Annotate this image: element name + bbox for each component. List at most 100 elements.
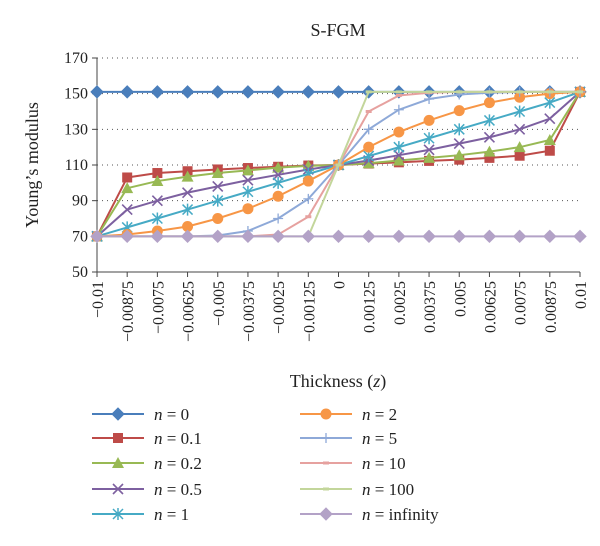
data-point <box>514 105 526 118</box>
legend-label: n = 0 <box>154 405 189 424</box>
data-point <box>423 144 435 156</box>
data-point <box>241 164 254 176</box>
legend-swatch-marker <box>112 457 124 468</box>
gridlines <box>97 57 580 237</box>
data-point <box>363 141 375 153</box>
legend-item-n-5: n = 5 <box>300 429 397 448</box>
plot-area <box>90 85 587 244</box>
y-tick-label: 70 <box>72 228 88 245</box>
y-tick-label: 130 <box>64 121 88 138</box>
legend-item-n-100: n = 100 <box>300 480 414 499</box>
data-point <box>453 149 466 161</box>
y-tick-label: 90 <box>72 193 88 210</box>
legend-item-n-10: n = 10 <box>300 454 406 473</box>
data-point <box>120 229 134 244</box>
data-point <box>363 124 374 135</box>
data-point <box>182 221 194 233</box>
legend-label: n = 0.2 <box>154 454 202 473</box>
data-point <box>393 104 404 115</box>
data-point <box>151 175 164 187</box>
data-point <box>423 151 436 163</box>
data-point <box>486 90 493 94</box>
chart-title: S-FGM <box>310 20 365 40</box>
data-point <box>423 132 435 145</box>
data-point <box>301 229 316 244</box>
legend-item-n-2: n = 2 <box>300 405 397 424</box>
data-point <box>331 85 346 99</box>
data-point <box>573 229 587 244</box>
x-tick-labels: −0.01 −0.00875 −0.0075 −0.00625 −0.005 −0.003… <box>90 281 590 342</box>
data-point <box>546 90 553 94</box>
legend-item-n-0.2: n = 0.2 <box>92 454 202 473</box>
data-point <box>424 94 435 105</box>
data-point <box>483 97 495 109</box>
x-tick-label: 0.00125 <box>362 281 379 333</box>
data-point <box>272 161 285 173</box>
legend-swatch-marker <box>113 433 123 443</box>
legend-swatch-marker <box>323 487 329 491</box>
data-point <box>453 105 465 117</box>
legend-swatch-marker <box>319 507 333 521</box>
data-point <box>305 215 312 219</box>
legend-label: n = 1 <box>154 505 189 524</box>
y-tick-labels: 50 70 90 110 130 150 170 <box>64 50 88 281</box>
legend-item-n-0.1: n = 0.1 <box>92 429 202 448</box>
data-point <box>151 195 163 207</box>
legend-label: n = infinity <box>362 505 439 524</box>
data-point <box>393 149 405 161</box>
data-point <box>212 194 224 207</box>
data-point <box>273 213 284 224</box>
data-point <box>272 169 284 181</box>
x-axis-label: Thickness (z) <box>290 371 387 392</box>
data-point <box>514 91 526 103</box>
data-point <box>150 229 165 244</box>
data-point <box>362 157 375 169</box>
data-point <box>544 113 556 125</box>
data-point <box>514 123 526 135</box>
legend-label: n = 100 <box>362 480 414 499</box>
x-tick-label: −0.00625 <box>181 281 198 342</box>
data-point <box>395 93 402 97</box>
data-point <box>301 85 316 99</box>
data-point <box>544 145 555 156</box>
data-point <box>543 229 557 244</box>
data-point <box>512 229 527 244</box>
y-tick-label: 50 <box>72 264 88 281</box>
data-point <box>483 131 496 143</box>
legend-swatch-marker <box>112 483 124 495</box>
data-point <box>181 170 194 182</box>
data-point <box>456 90 463 94</box>
x-tick-label: 0.00375 <box>422 281 439 333</box>
data-point <box>121 182 134 194</box>
data-point <box>395 90 402 94</box>
data-point <box>180 85 195 99</box>
data-point <box>242 174 254 186</box>
x-tick-label: −0.0025 <box>271 281 288 334</box>
data-point <box>212 213 224 224</box>
x-tick-label: −0.00375 <box>241 281 258 342</box>
y-tick-label: 110 <box>65 157 88 174</box>
data-point <box>516 90 523 94</box>
x-tick-label: 0.0025 <box>392 281 409 325</box>
y-axis-label: Young’s modulus <box>22 102 42 228</box>
data-point <box>543 134 556 146</box>
data-point <box>361 229 376 244</box>
data-point <box>271 85 285 99</box>
x-tick-label: 0.01 <box>573 281 590 309</box>
data-point <box>453 138 465 150</box>
legend-label: n = 2 <box>362 405 397 424</box>
data-point <box>121 204 133 216</box>
data-point <box>482 229 497 244</box>
data-point <box>120 85 134 99</box>
data-point <box>303 193 314 204</box>
data-point <box>392 229 406 244</box>
legend-label: n = 0.5 <box>154 480 202 499</box>
legend-swatch-marker <box>111 407 125 421</box>
legend-swatch-marker <box>320 408 332 420</box>
y-tick-label: 170 <box>64 50 88 67</box>
data-point <box>122 172 133 183</box>
data-point <box>484 152 495 163</box>
data-point <box>211 167 224 179</box>
legend-label: n = 5 <box>362 429 397 448</box>
data-point <box>453 123 465 136</box>
